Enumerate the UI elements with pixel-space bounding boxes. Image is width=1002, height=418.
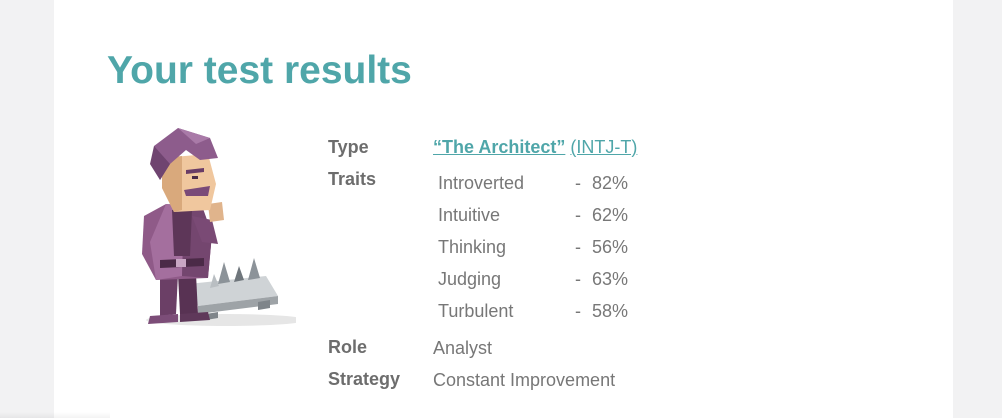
- trait-percent: 56%: [592, 237, 629, 257]
- traits-label: Traits: [328, 169, 377, 189]
- trait-name: Intuitive: [438, 205, 501, 225]
- trait-percent: 58%: [592, 301, 629, 321]
- strategy-value: Constant Improvement: [433, 370, 616, 390]
- trait-name: Judging: [438, 269, 502, 289]
- trait-dash: -: [575, 301, 581, 321]
- trait-name: Turbulent: [438, 301, 514, 321]
- type-value[interactable]: “The Architect” (INTJ-T): [433, 136, 637, 158]
- type-name-link[interactable]: “The Architect”: [433, 137, 566, 157]
- trait-percent: 82%: [592, 173, 629, 193]
- trait-dash: -: [575, 205, 581, 225]
- trait-name: Introverted: [438, 173, 525, 193]
- architect-character-icon: [142, 128, 296, 326]
- page-title: Your test results: [107, 49, 412, 92]
- type-code-link[interactable]: (INTJ-T): [570, 137, 638, 157]
- role-label: Role: [328, 337, 368, 357]
- trait-dash: -: [575, 173, 581, 193]
- trait-dash: -: [575, 269, 581, 289]
- page-edge-shadow: [0, 412, 110, 418]
- trait-name: Thinking: [438, 237, 507, 257]
- type-label: Type: [328, 137, 369, 157]
- strategy-label: Strategy: [328, 369, 401, 389]
- trait-percent: 63%: [592, 269, 629, 289]
- role-value: Analyst: [433, 338, 493, 358]
- trait-percent: 62%: [592, 205, 629, 225]
- trait-dash: -: [575, 237, 581, 257]
- results-card: Your test results: [54, 0, 953, 418]
